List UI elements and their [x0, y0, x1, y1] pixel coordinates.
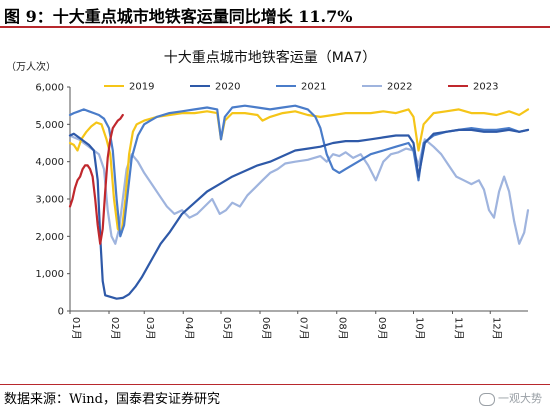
- y-tick-label: 3,000: [35, 195, 64, 206]
- y-tick-label: 0: [58, 307, 64, 318]
- series-line-2019: [68, 108, 530, 234]
- legend-label-2022: 2022: [387, 82, 412, 93]
- y-axis-unit: （万人次）: [6, 60, 56, 73]
- x-tick-label: 04月: [183, 317, 195, 340]
- y-tick-label: 6,000: [35, 83, 64, 94]
- x-tick-label: 07月: [298, 317, 310, 340]
- watermark-text: 一观大势: [498, 392, 542, 405]
- x-tick-label: 10月: [414, 317, 426, 340]
- x-tick-label: 09月: [376, 317, 388, 340]
- wechat-icon: [479, 392, 495, 406]
- legend: 2019 2020 2021 2022 2023: [104, 82, 498, 93]
- y-tick-label: 2,000: [35, 232, 64, 243]
- x-tick-label: 03月: [144, 317, 156, 340]
- y-tick-label: 5,000: [35, 120, 64, 131]
- metro-ridership-chart: 十大重点城市地铁客运量（MA7） （万人次） 2019 2020 2021 2022 2…: [6, 49, 530, 340]
- axes: 0 1,000 2,000 3,000 4,000 5,000 6,000 01月 02月 03月…: [35, 83, 528, 340]
- legend-label-2023: 2023: [473, 82, 498, 93]
- legend-label-2020: 2020: [215, 82, 240, 93]
- legend-label-2019: 2019: [129, 82, 154, 93]
- y-tick-label: 1,000: [35, 269, 64, 280]
- chart-title: 十大重点城市地铁客运量（MA7）: [164, 49, 377, 66]
- title-rule: [0, 26, 550, 28]
- series-line-2022: [68, 134, 530, 245]
- watermark: 一观大势: [479, 390, 542, 406]
- x-tick-label: 01月: [70, 317, 82, 340]
- series-group: [68, 104, 530, 300]
- x-tick-label: 11月: [453, 317, 465, 340]
- x-tick-label: 06月: [260, 317, 272, 340]
- x-tick-label: 02月: [109, 317, 121, 340]
- series-line-2020: [68, 128, 530, 300]
- figure-title: 图 9：十大重点城市地铁客运量同比增长 11.7%: [4, 7, 353, 26]
- x-tick-label: 08月: [337, 317, 349, 340]
- series-line-2023: [68, 113, 124, 245]
- source-note: 数据来源：Wind，国泰君安证券研究: [4, 392, 220, 407]
- x-tick-label: 12月: [490, 317, 502, 340]
- series-line-2021: [68, 104, 530, 238]
- y-tick-label: 4,000: [35, 157, 64, 168]
- x-tick-label: 05月: [221, 317, 233, 340]
- legend-label-2021: 2021: [301, 82, 326, 93]
- footer-rule: [0, 384, 550, 385]
